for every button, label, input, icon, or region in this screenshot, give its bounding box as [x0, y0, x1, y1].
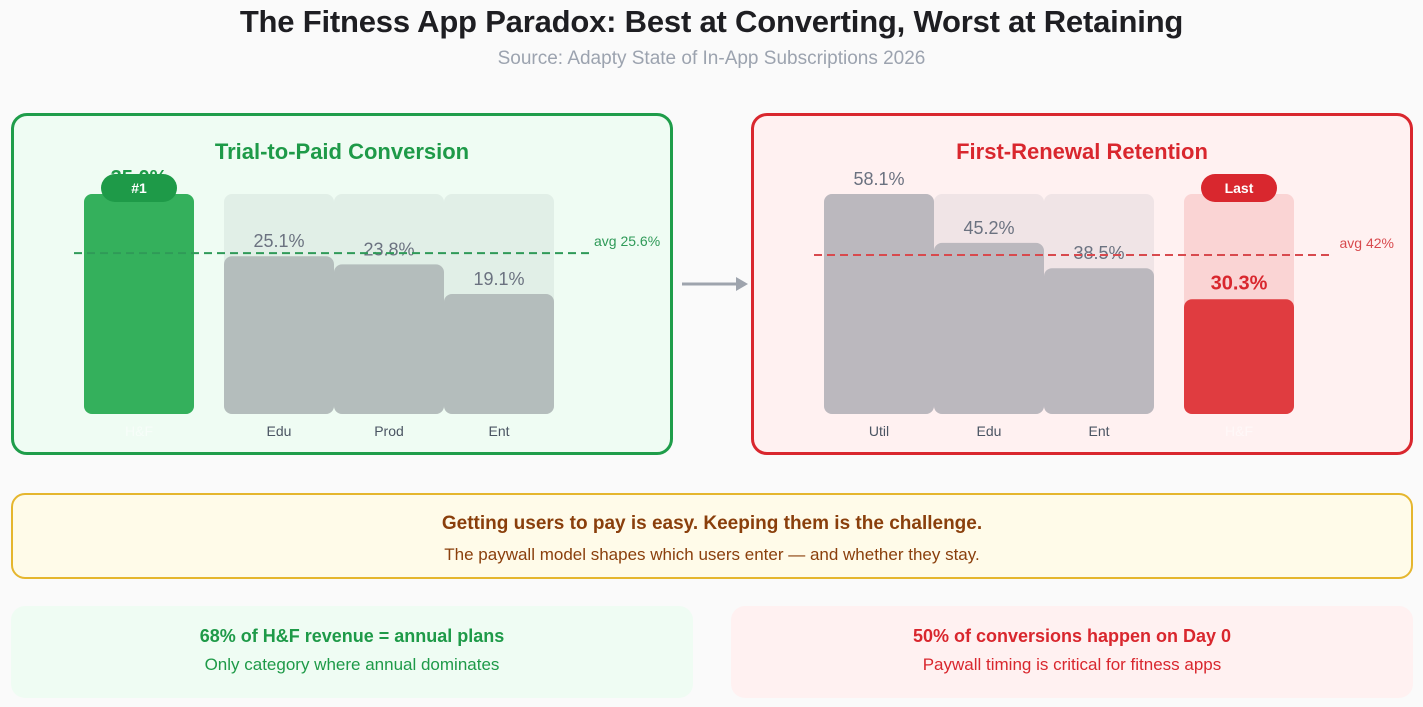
day-zero-stat-subline: Paywall timing is critical for fitness a… — [922, 655, 1222, 674]
key-message-subline: The paywall model shapes which users ent… — [444, 545, 980, 564]
conversion-category-label-ent: Ent — [488, 423, 509, 439]
conversion-category-label-prod: Prod — [374, 423, 404, 439]
retention-category-label-util: Util — [869, 423, 889, 439]
conversion-category-label-edu: Edu — [267, 423, 292, 439]
conversion-bar-prod — [334, 264, 444, 414]
retention-panel: First-Renewal Retention 58.1% Util 45.2% Ed… — [751, 113, 1413, 455]
retention-average-label: avg 42% — [1340, 235, 1394, 251]
conversion-chart-title: Trial-to-Paid Conversion — [214, 139, 470, 164]
annual-plans-stat-card: 68% of H&F revenue = annual plans Only c… — [11, 606, 693, 698]
conversion-value-label-ent: 19.1% — [473, 269, 524, 289]
conversion-bar-ent — [444, 293, 554, 414]
conversion-category-label-handf: H&F — [125, 423, 153, 439]
key-message-headline: Getting users to pay is easy. Keeping th… — [441, 513, 983, 534]
arrow-right-icon — [682, 277, 748, 291]
retention-category-label-edu: Edu — [977, 423, 1002, 439]
conversion-badge — [101, 174, 177, 202]
retention-value-label-edu: 45.2% — [963, 218, 1014, 238]
day-zero-stat-card: 50% of conversions happen on Day 0 Paywa… — [731, 606, 1413, 698]
conversion-badge-label: #1 — [131, 180, 147, 196]
retention-bar-ent — [1044, 268, 1154, 414]
conversion-value-label-edu: 25.1% — [253, 231, 304, 251]
page-subtitle: Source: Adapty State of In-App Subscript… — [497, 48, 926, 69]
retention-chart-title: First-Renewal Retention — [956, 139, 1208, 164]
annual-plans-stat-headline: 68% of H&F revenue = annual plans — [199, 626, 505, 646]
retention-bar-edu — [934, 242, 1044, 414]
retention-category-label-ent: Ent — [1088, 423, 1109, 439]
key-message-box: Getting users to pay is easy. Keeping th… — [11, 493, 1413, 579]
retention-badge-label: Last — [1225, 180, 1254, 196]
conversion-bar-handf — [84, 194, 194, 414]
retention-badge — [1201, 174, 1277, 202]
conversion-panel: Trial-to-Paid Conversion 35.0%H&F#125.1%… — [11, 113, 673, 455]
retention-value-label-ent: 38.5% — [1073, 243, 1124, 263]
conversion-bar-edu — [224, 256, 334, 414]
retention-value-label-handf: 30.3% — [1211, 272, 1268, 294]
conversion-average-label: avg 25.6% — [594, 233, 660, 249]
annual-plans-stat-subline: Only category where annual dominates — [204, 655, 500, 674]
retention-value-label-util: 58.1% — [853, 169, 904, 189]
retention-bar-handf — [1184, 299, 1294, 414]
retention-chart: 58.1% Util 45.2% Edu 38.5% Ent 30.3% H&F Last avg… — [814, 169, 1394, 439]
conversion-value-label-prod: 23.8% — [363, 239, 414, 259]
page-title: The Fitness App Paradox: Best at Convert… — [239, 4, 1184, 39]
day-zero-stat-headline: 50% of conversions happen on Day 0 — [912, 626, 1232, 646]
retention-bar-util — [824, 194, 934, 414]
retention-category-label-handf: H&F — [1225, 423, 1253, 439]
